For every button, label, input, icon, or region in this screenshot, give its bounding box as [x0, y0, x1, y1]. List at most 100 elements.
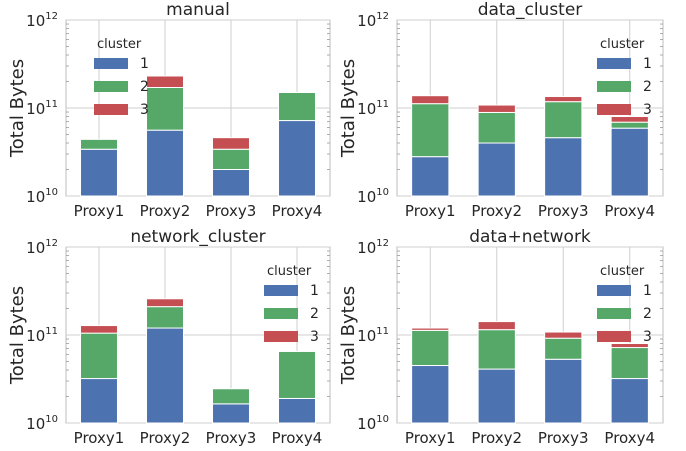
bar-cluster-3-proxy1: [411, 327, 450, 331]
bar-cluster-1-proxy1: [80, 148, 118, 197]
panel-1: Proxy1 Proxy2 Proxy3 Proxy4 1010 1011 1012 data…: [338, 0, 664, 220]
y-axis-label: Total Bytes: [338, 59, 359, 158]
bar-cluster-3-proxy3: [212, 137, 250, 150]
legend-swatch-3: [597, 331, 631, 342]
bar-cluster-1-proxy4: [610, 378, 649, 424]
bar-cluster-1-proxy2: [477, 368, 516, 424]
legend-title: cluster: [267, 264, 312, 279]
legend-label-2: 2: [310, 306, 319, 322]
panel-2: Proxy1 Proxy2 Proxy3 Proxy4 1010 1011 1012 netw…: [7, 227, 331, 447]
legend-label-1: 1: [643, 56, 652, 72]
chart-title: data+network: [469, 227, 591, 247]
legend-swatch-3: [94, 104, 128, 115]
x-tick-label: Proxy3: [206, 429, 257, 447]
x-tick-label: Proxy4: [604, 429, 655, 447]
bar-cluster-3-proxy2: [146, 298, 184, 308]
x-tick-label: Proxy1: [74, 429, 125, 447]
y-tick-label: 1012: [357, 11, 389, 30]
bar-cluster-1-proxy1: [411, 365, 450, 424]
y-tick-label: 1012: [26, 11, 58, 30]
bar-cluster-2-proxy2: [146, 86, 184, 131]
bar-cluster-3-proxy2: [477, 104, 516, 113]
x-tick-label: Proxy3: [206, 202, 257, 220]
y-tick-label: 1010: [357, 414, 389, 433]
y-tick-label: 1011: [26, 326, 58, 345]
bar-cluster-3-proxy1: [411, 95, 450, 105]
bar-cluster-2-proxy3: [212, 148, 250, 171]
bar-cluster-3-proxy2: [146, 75, 184, 88]
legend-label-2: 2: [643, 306, 652, 322]
bar-cluster-1-proxy3: [212, 403, 250, 424]
bar-cluster-1-proxy4: [278, 397, 316, 424]
y-tick-label: 1010: [26, 187, 58, 206]
x-tick-label: Proxy2: [471, 429, 522, 447]
x-tick-label: Proxy1: [405, 202, 456, 220]
y-axis-label: Total Bytes: [338, 286, 359, 385]
bar-cluster-1-proxy1: [80, 378, 118, 424]
bar-cluster-1-proxy2: [146, 129, 184, 197]
bar-cluster-1-proxy4: [610, 127, 649, 197]
legend-label-1: 1: [310, 283, 319, 299]
bar-cluster-1-proxy2: [477, 142, 516, 197]
bar-cluster-1-proxy3: [544, 137, 583, 197]
bar-cluster-3-proxy3: [544, 331, 583, 339]
legend-swatch-2: [597, 308, 631, 319]
legend-title: cluster: [600, 264, 645, 279]
bar-cluster-2-proxy2: [477, 111, 516, 144]
bar-cluster-1-proxy2: [146, 327, 184, 424]
y-tick-label: 1012: [357, 238, 389, 257]
legend-label-3: 3: [310, 329, 319, 345]
legend: cluster 1 2 3: [597, 264, 652, 345]
bar-cluster-3-proxy3: [544, 96, 583, 103]
legend-title: cluster: [97, 37, 142, 52]
bar-cluster-2-proxy1: [80, 332, 118, 380]
panel-3: Proxy1 Proxy2 Proxy3 Proxy4 1010 1011 1012 data…: [338, 227, 664, 447]
legend: cluster 1 2 3: [264, 264, 319, 345]
legend-swatch-1: [597, 285, 631, 296]
bar-cluster-1-proxy3: [212, 169, 250, 197]
chart-title: manual: [166, 0, 230, 20]
legend-label-3: 3: [643, 102, 652, 118]
x-tick-label: Proxy4: [604, 202, 655, 220]
legend-swatch-1: [94, 58, 128, 69]
legend: cluster 1 2 3: [597, 37, 652, 118]
legend-label-3: 3: [140, 102, 149, 118]
y-tick-label: 1012: [26, 238, 58, 257]
x-tick-label: Proxy4: [272, 429, 323, 447]
legend-title: cluster: [600, 37, 645, 52]
legend-swatch-3: [264, 331, 298, 342]
bar-cluster-3-proxy1: [80, 325, 118, 334]
legend-swatch-2: [94, 81, 128, 92]
y-tick-label: 1011: [357, 326, 389, 345]
y-axis-label: Total Bytes: [7, 59, 28, 158]
y-tick-label: 1010: [26, 414, 58, 433]
bar-cluster-2-proxy3: [544, 337, 583, 360]
bar-cluster-2-proxy4: [610, 347, 649, 380]
legend-label-1: 1: [643, 283, 652, 299]
x-tick-label: Proxy1: [405, 429, 456, 447]
bar-cluster-2-proxy4: [278, 92, 316, 122]
bar-cluster-1-proxy4: [278, 120, 316, 197]
y-tick-label: 1010: [357, 187, 389, 206]
x-tick-label: Proxy1: [74, 202, 125, 220]
y-tick-label: 1011: [357, 99, 389, 118]
bar-cluster-3-proxy4: [610, 116, 649, 123]
bar-cluster-2-proxy1: [411, 103, 450, 158]
x-tick-label: Proxy2: [140, 202, 191, 220]
bar-cluster-2-proxy2: [477, 329, 516, 370]
bar-cluster-2-proxy3: [212, 388, 250, 405]
bar-cluster-2-proxy2: [146, 306, 184, 329]
bar-cluster-2-proxy4: [610, 121, 649, 129]
bar-cluster-1-proxy3: [544, 358, 583, 424]
chart-title: network_cluster: [130, 227, 265, 247]
bar-cluster-3-proxy2: [477, 321, 516, 331]
bar-cluster-2-proxy4: [278, 350, 316, 399]
legend-label-1: 1: [140, 56, 149, 72]
bar-cluster-2-proxy1: [411, 329, 450, 367]
legend-swatch-1: [264, 285, 298, 296]
y-axis-label: Total Bytes: [7, 286, 28, 385]
bar-cluster-2-proxy3: [544, 101, 583, 139]
legend-swatch-2: [264, 308, 298, 319]
